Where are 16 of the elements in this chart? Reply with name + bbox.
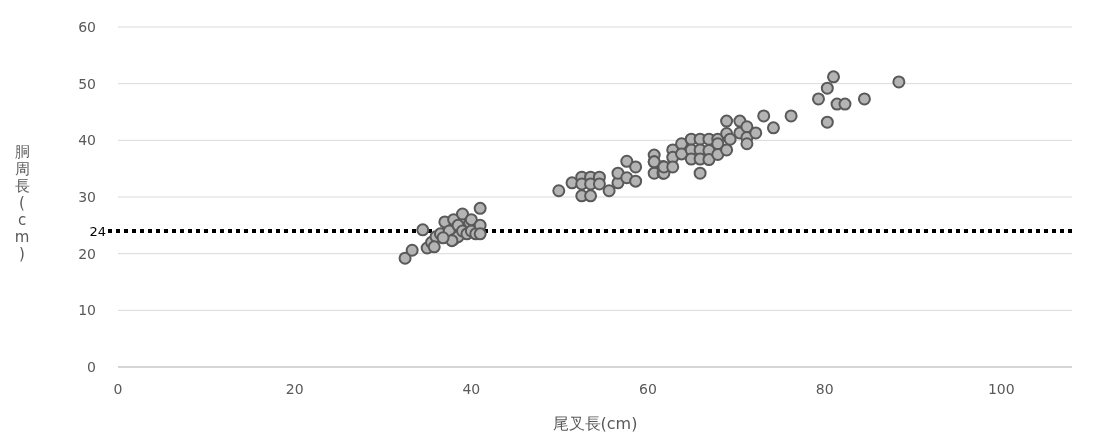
x-tick-label: 40: [462, 381, 481, 397]
ref-line-label: 24: [89, 224, 106, 239]
y-tick-label: 10: [78, 302, 96, 319]
x-tick-label: 100: [987, 381, 1015, 397]
y-axis-title: 胴周長(cm): [14, 143, 30, 263]
y-tick-label: 40: [78, 132, 96, 149]
y-tick-label: 0: [87, 359, 96, 375]
y-tick-label: 30: [78, 189, 96, 205]
x-tick-label: 80: [815, 381, 834, 397]
y-tick-label: 20: [78, 245, 96, 262]
y-tick-label: 50: [78, 75, 96, 92]
x-tick-label: 0: [113, 381, 123, 397]
x-tick-label: 20: [285, 381, 304, 397]
x-tick-label: 60: [639, 381, 657, 397]
x-axis-title: 尾叉長(cm): [552, 414, 638, 433]
y-tick-label: 60: [78, 19, 96, 35]
